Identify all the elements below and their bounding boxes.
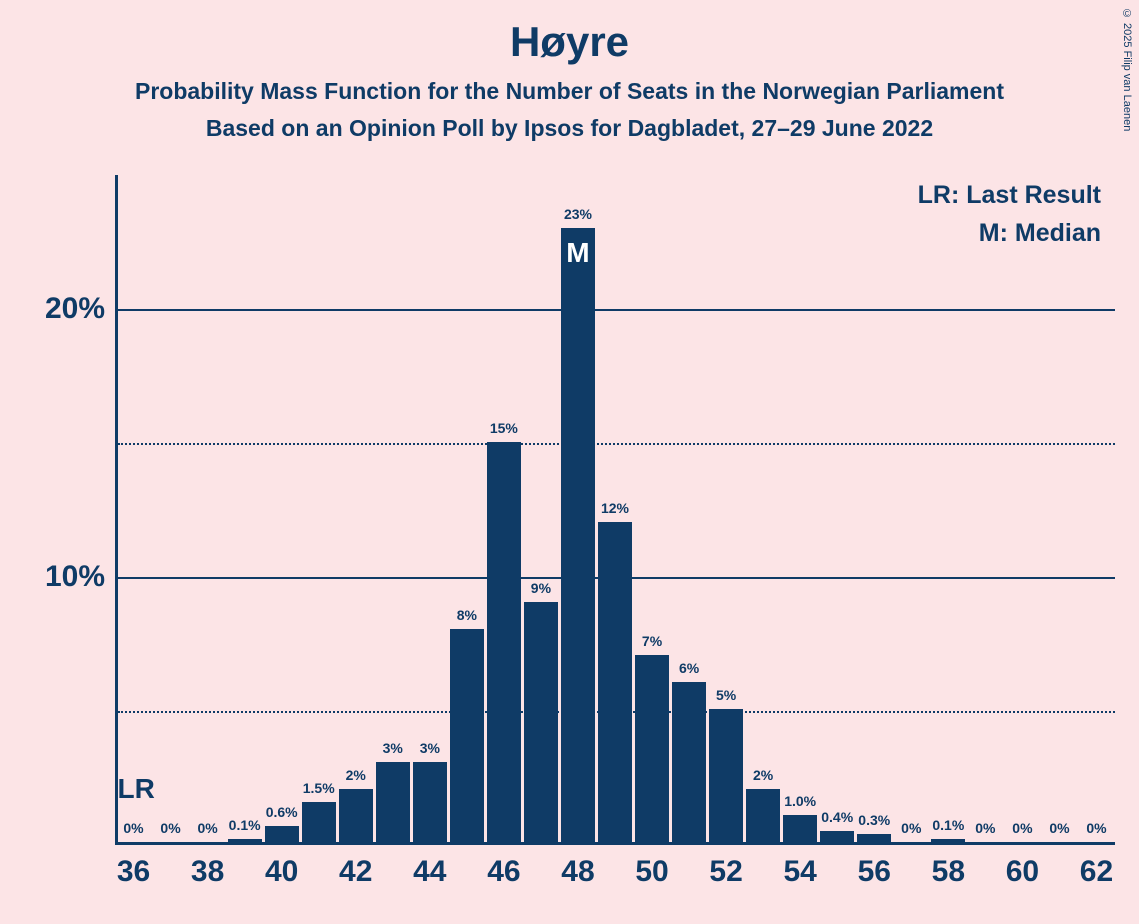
y-tick-label: 10% (45, 560, 105, 594)
x-tick-label: 56 (858, 855, 891, 889)
bar (561, 228, 595, 842)
bar-value-label: 15% (490, 420, 518, 436)
bar (524, 602, 558, 842)
x-tick-label: 48 (561, 855, 594, 889)
bar-value-label: 3% (420, 740, 440, 756)
bar-value-label: 0.3% (858, 812, 890, 828)
bar-value-label: 0.1% (932, 817, 964, 833)
bar (931, 839, 965, 842)
chart-subtitle-1: Probability Mass Function for the Number… (0, 78, 1139, 105)
bar (746, 789, 780, 842)
bar (376, 762, 410, 842)
bar-value-label: 3% (383, 740, 403, 756)
bar-value-label: 6% (679, 660, 699, 676)
median-marker: M (566, 237, 589, 269)
bar-value-label: 5% (716, 687, 736, 703)
y-axis (115, 175, 118, 845)
x-tick-label: 58 (932, 855, 965, 889)
chart-subtitle-2: Based on an Opinion Poll by Ipsos for Da… (0, 115, 1139, 142)
bar (265, 826, 299, 842)
bar (228, 839, 262, 842)
bar (709, 709, 743, 842)
x-tick-label: 62 (1080, 855, 1113, 889)
bar-value-label: 0% (975, 820, 995, 836)
bar (783, 815, 817, 842)
bar (635, 655, 669, 842)
bar (302, 802, 336, 842)
bar-value-label: 1.0% (784, 793, 816, 809)
x-tick-label: 54 (783, 855, 816, 889)
bar-value-label: 0% (123, 820, 143, 836)
bar-value-label: 0% (1012, 820, 1032, 836)
bar-value-label: 23% (564, 206, 592, 222)
bar-value-label: 0% (1086, 820, 1106, 836)
bar (450, 629, 484, 842)
bar-value-label: 7% (642, 633, 662, 649)
legend-lr: LR: Last Result (918, 181, 1101, 210)
y-tick-label: 20% (45, 292, 105, 326)
bar-value-label: 0.4% (821, 809, 853, 825)
bar-value-label: 0% (160, 820, 180, 836)
bar-value-label: 8% (457, 607, 477, 623)
bar (339, 789, 373, 842)
chart-title: Høyre (0, 0, 1139, 66)
bar (598, 522, 632, 842)
bar-value-label: 12% (601, 500, 629, 516)
bar-value-label: 2% (346, 767, 366, 783)
last-result-marker: LR (118, 773, 155, 805)
bar (820, 831, 854, 842)
copyright-text: © 2025 Filip van Laenen (1121, 8, 1133, 131)
bar-value-label: 0% (197, 820, 217, 836)
gridline (118, 443, 1115, 445)
x-tick-label: 38 (191, 855, 224, 889)
bar-value-label: 0.1% (229, 817, 261, 833)
bar (413, 762, 447, 842)
x-tick-label: 40 (265, 855, 298, 889)
gridline (118, 309, 1115, 311)
bar (857, 834, 891, 842)
x-tick-label: 52 (709, 855, 742, 889)
bar-value-label: 0% (1049, 820, 1069, 836)
bar-value-label: 0.6% (266, 804, 298, 820)
x-tick-label: 42 (339, 855, 372, 889)
x-tick-label: 60 (1006, 855, 1039, 889)
chart-plot-area: LR: Last Result M: Median 20%10%36384042… (115, 175, 1115, 845)
bar (487, 442, 521, 842)
bar-value-label: 0% (901, 820, 921, 836)
x-tick-label: 46 (487, 855, 520, 889)
bar (672, 682, 706, 842)
bar-value-label: 2% (753, 767, 773, 783)
x-tick-label: 36 (117, 855, 150, 889)
x-axis (115, 842, 1115, 845)
bar-value-label: 9% (531, 580, 551, 596)
bar-value-label: 1.5% (303, 780, 335, 796)
x-tick-label: 50 (635, 855, 668, 889)
legend-m: M: Median (979, 219, 1101, 248)
x-tick-label: 44 (413, 855, 446, 889)
